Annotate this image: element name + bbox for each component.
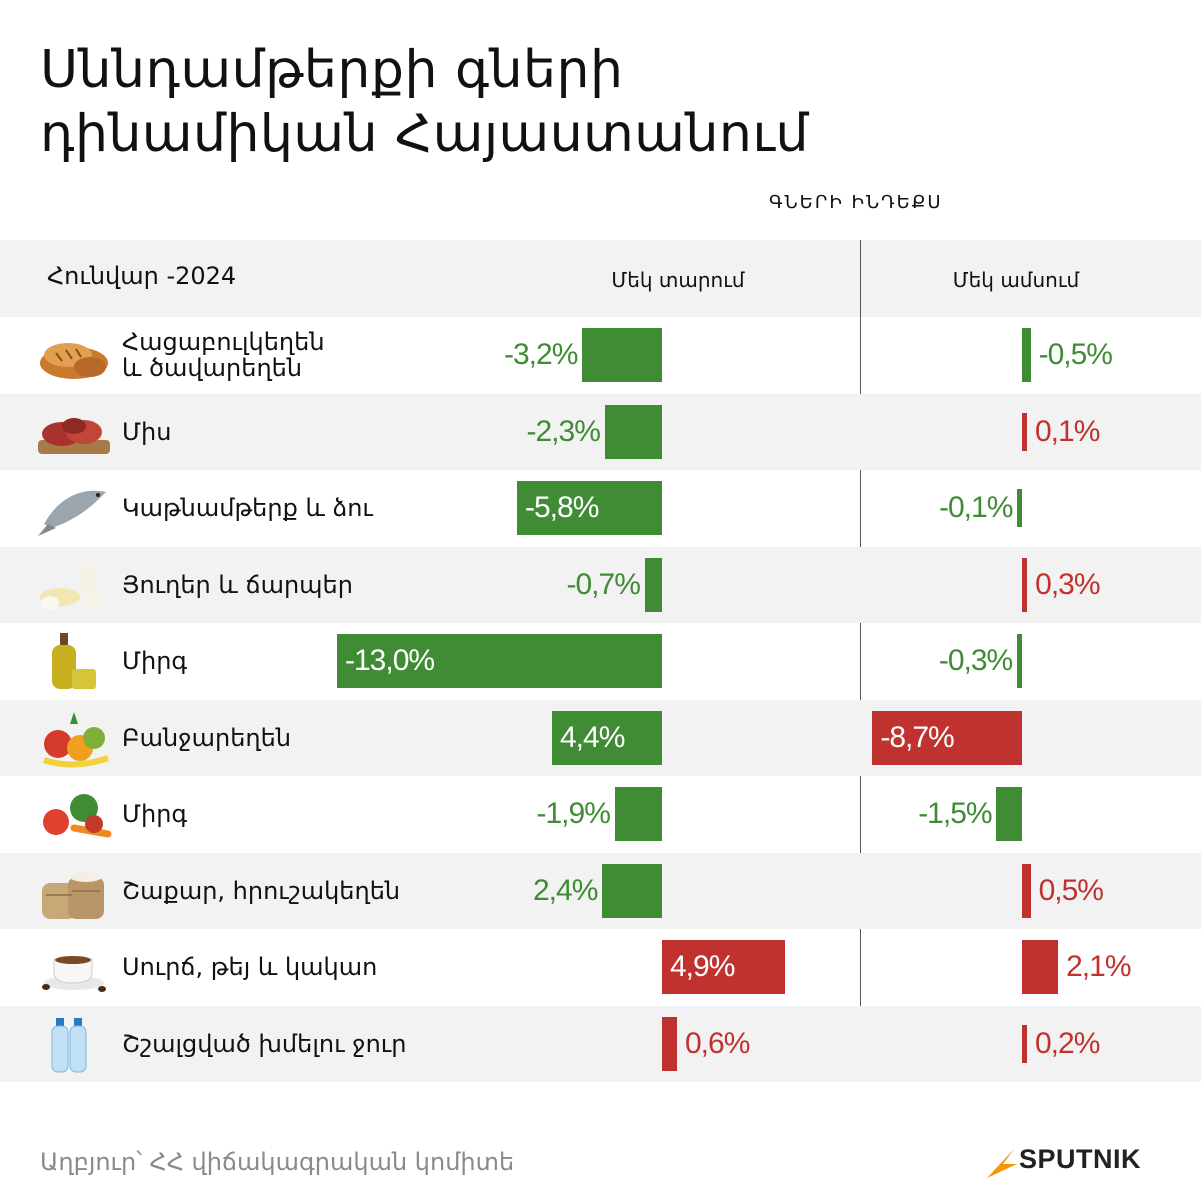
column-divider [860, 240, 861, 1082]
value-label-year: -5,8% [525, 491, 599, 525]
category-label: Սուրճ, թեյ և կակաո [122, 953, 378, 982]
value-label-year: 0,6% [685, 1026, 750, 1060]
value-label-month: 0,3% [1035, 567, 1100, 601]
fruit-icon [43, 711, 109, 768]
sugar-sacks-icon [42, 871, 104, 919]
bar-year [644, 557, 662, 612]
row-band [0, 1005, 1201, 1082]
value-label-year: -2,3% [526, 414, 601, 448]
bar-year [517, 481, 662, 536]
category-label: Միս [122, 417, 172, 446]
value-label-year: -3,2% [504, 338, 578, 372]
title-line-1: Սննդամթերքի գների [40, 40, 624, 100]
bar-year [602, 863, 662, 918]
title-line-2: դինամիկան Հայաստանում [40, 104, 809, 164]
bar-year [582, 328, 662, 383]
bar-month [1022, 412, 1027, 451]
price-chart: Հունվար -2024 Մեկ տարում Մեկ ամսում Հացա… [0, 240, 1201, 1082]
oil-icon [52, 633, 96, 690]
value-label-year: -0,7% [566, 567, 641, 601]
value-label-year: 4,9% [670, 950, 735, 984]
value-label-month: -8,7% [880, 720, 954, 754]
page-title: Սննդամթերքի գների դինամիկան Հայաստանում [40, 38, 809, 166]
dairy-icon [40, 562, 104, 610]
sputnik-mark [987, 1148, 1017, 1178]
fish-icon [38, 490, 106, 537]
bar-year [662, 1016, 677, 1071]
bar-month [1017, 489, 1022, 528]
price-index-label: ԳՆԵՐԻ ԻՆԴԵՔՍ [769, 192, 943, 213]
column-head-month: Մեկ ամսում [952, 268, 1080, 292]
date-label: Հունվար -2024 [47, 262, 237, 290]
category-label: Շշալցված խմելու ջուր [122, 1029, 407, 1058]
bar-month [1022, 1024, 1027, 1063]
value-label-month: -0,3% [938, 644, 1013, 678]
bar-month [1022, 863, 1031, 918]
row-band [0, 546, 1201, 623]
bar-month [1016, 634, 1022, 689]
row-band [0, 852, 1201, 929]
value-label-year: 4,4% [560, 720, 625, 754]
water-bottles-icon [51, 1017, 87, 1073]
bar-year [604, 404, 662, 459]
category-label: Կաթնամթերք և ձու [122, 494, 373, 523]
bar-year [552, 710, 662, 765]
bread-icon [40, 343, 108, 380]
row-band [0, 393, 1201, 470]
coffee-icon [42, 956, 106, 993]
bar-year [337, 634, 662, 689]
source-note: Աղբյուր՝ ՀՀ վիճակագրական կոմիտե [40, 1148, 515, 1176]
category-label: Բանջարեղեն [122, 723, 292, 752]
category-label: Հացաբուլկեղեն և ծավարեղեն [122, 328, 325, 383]
brand-name: SPUTNIK [1019, 1144, 1142, 1174]
vegetables-icon [43, 794, 112, 838]
value-label-month: -0,5% [1038, 338, 1113, 372]
bar-month [996, 787, 1022, 842]
value-label-year: 2,4% [533, 873, 598, 907]
value-label-month: 0,5% [1038, 873, 1104, 907]
bar-month [1022, 940, 1059, 995]
category-label: Միրգ [122, 800, 188, 829]
category-label: Յուղեր և ճարպեր [122, 570, 353, 599]
value-label-month: 0,2% [1035, 1026, 1100, 1060]
column-head-year: Մեկ տարում [611, 268, 745, 292]
category-label: Շաքար, հրուշակեղեն [122, 876, 401, 905]
value-label-month: -0,1% [939, 491, 1013, 525]
value-label-year: -13,0% [345, 644, 435, 678]
value-label-month: 0,1% [1035, 414, 1100, 448]
bar-month [872, 710, 1022, 765]
value-label-year: -1,9% [536, 797, 611, 831]
bar-year [614, 787, 662, 842]
chart-header: Հունվար -2024 Մեկ տարում Մեկ ամսում [0, 240, 1201, 317]
category-label: Միրգ [122, 647, 188, 676]
meat-icon [38, 417, 110, 454]
value-label-month: -1,5% [918, 797, 992, 831]
bar-month [1022, 328, 1031, 383]
value-label-month: 2,1% [1066, 950, 1131, 984]
brand-logo: SPUTNIK [985, 1142, 1141, 1182]
sputnik-icon [987, 1148, 1017, 1178]
bar-month [1022, 557, 1028, 612]
bar-year [662, 940, 785, 995]
